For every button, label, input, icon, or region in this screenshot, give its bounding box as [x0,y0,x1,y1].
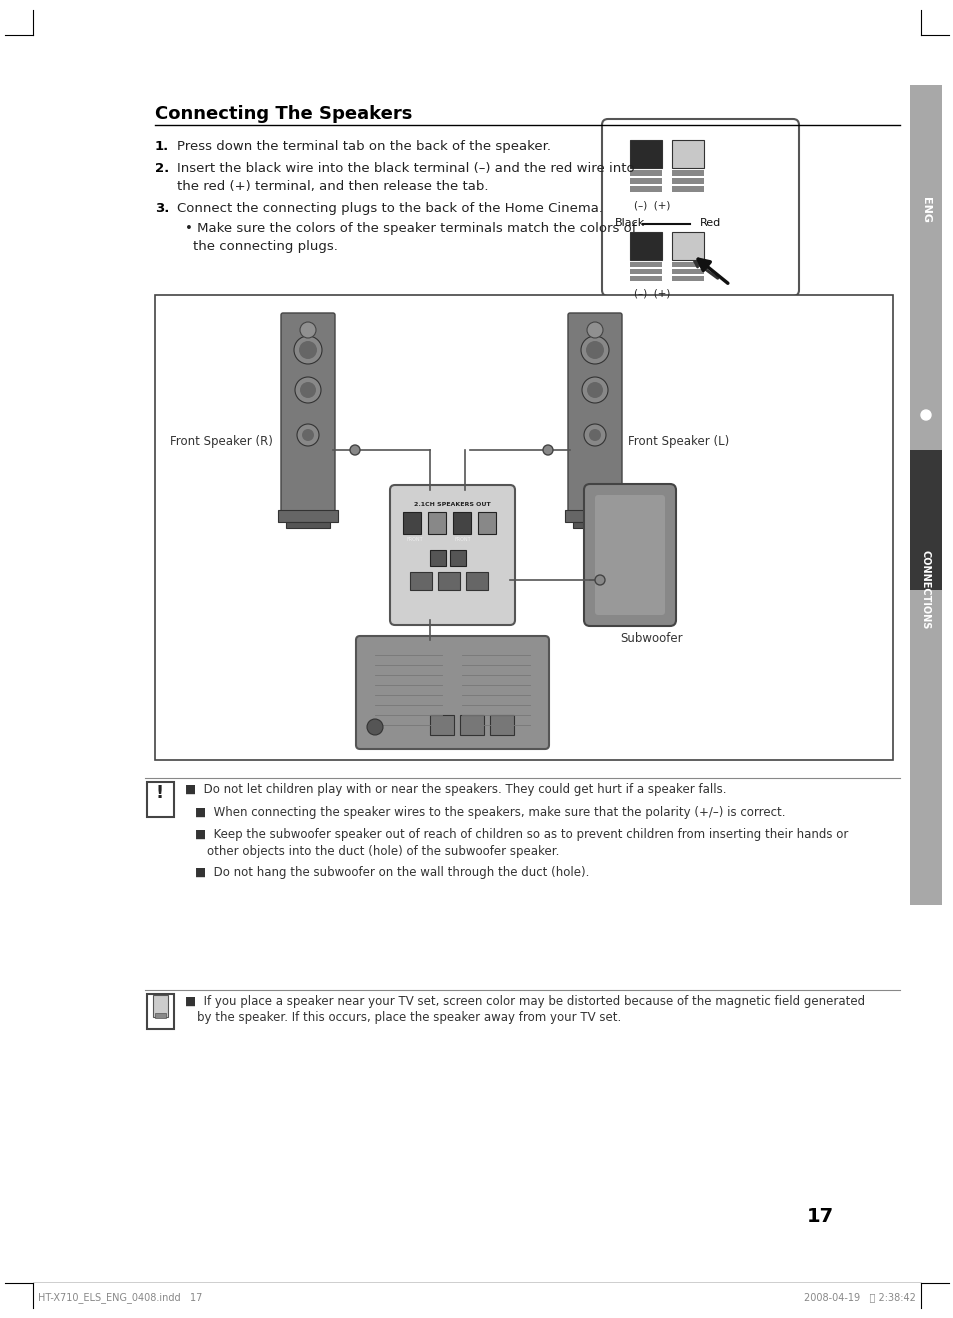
Text: Front Speaker (L): Front Speaker (L) [627,435,728,448]
Bar [459,714,483,735]
Text: ■  Do not hang the subwoofer on the wall through the duct (hole).: ■ Do not hang the subwoofer on the wall … [194,866,589,879]
FancyBboxPatch shape [147,782,173,817]
Bar [573,522,617,529]
Bar [453,511,471,534]
Text: by the speaker. If this occurs, place the speaker away from your TV set.: by the speaker. If this occurs, place th… [196,1011,620,1024]
Circle shape [299,382,315,398]
FancyBboxPatch shape [567,312,621,511]
Text: FRONT: FRONT [407,536,423,542]
Text: (–)  (+): (–) (+) [634,200,670,210]
Text: Press down the terminal tab on the back of the speaker.: Press down the terminal tab on the back … [177,140,551,153]
Circle shape [367,720,382,735]
Bar [671,178,703,185]
Text: (–)  (+): (–) (+) [634,289,670,298]
Bar [629,232,661,260]
Circle shape [920,410,930,420]
Circle shape [580,336,608,364]
FancyBboxPatch shape [595,496,664,616]
Text: ■  Keep the subwoofer speaker out of reach of children so as to prevent children: ■ Keep the subwoofer speaker out of reac… [194,828,847,841]
Text: !: ! [155,784,164,801]
Text: 3.: 3. [154,202,170,215]
Circle shape [581,377,607,403]
Text: Front Speaker (R): Front Speaker (R) [170,435,273,448]
Text: Red: Red [700,217,720,228]
Text: ■  Do not let children play with or near the speakers. They could get hurt if a : ■ Do not let children play with or near … [185,783,726,796]
Bar [286,522,330,529]
Bar [465,572,488,590]
FancyBboxPatch shape [281,312,335,511]
FancyBboxPatch shape [601,119,799,297]
Bar [490,714,514,735]
Bar [671,275,703,281]
Circle shape [302,428,314,442]
Bar [671,269,703,274]
Bar [477,511,496,534]
Bar [909,84,941,905]
Bar [671,186,703,192]
Text: 2.1CH SPEAKERS OUT: 2.1CH SPEAKERS OUT [414,502,490,507]
Bar [154,295,892,760]
Bar [629,170,661,177]
FancyBboxPatch shape [390,485,515,625]
Bar [671,140,703,167]
Circle shape [296,424,318,445]
Bar [671,232,703,260]
Text: ■  When connecting the speaker wires to the speakers, make sure that the polarit: ■ When connecting the speaker wires to t… [194,807,784,818]
Circle shape [586,382,602,398]
Text: • Make sure the colors of the speaker terminals match the colors of: • Make sure the colors of the speaker te… [185,221,636,235]
Text: HT-X710_ELS_ENG_0408.indd   17: HT-X710_ELS_ENG_0408.indd 17 [38,1292,202,1304]
FancyBboxPatch shape [355,637,548,749]
Text: CONNECTIONS: CONNECTIONS [920,551,930,630]
FancyBboxPatch shape [583,484,676,626]
Bar [437,572,459,590]
Bar [671,262,703,268]
Circle shape [583,424,605,445]
Text: Connecting The Speakers: Connecting The Speakers [154,105,412,123]
Text: Subwoofer: Subwoofer [619,633,682,645]
Text: 2.: 2. [154,162,169,175]
Bar [909,449,941,590]
Bar [629,186,661,192]
Circle shape [586,322,602,337]
Bar [564,510,624,522]
Text: Black: Black [615,217,644,228]
FancyBboxPatch shape [147,994,173,1029]
Bar [277,510,337,522]
Circle shape [294,336,322,364]
Circle shape [542,445,553,455]
Text: ENG: ENG [920,196,930,223]
Bar [671,170,703,177]
Bar [629,140,661,167]
Text: other objects into the duct (hole) of the subwoofer speaker.: other objects into the duct (hole) of th… [207,845,558,858]
Circle shape [294,377,320,403]
Bar [152,995,168,1017]
Circle shape [595,575,604,585]
Circle shape [298,341,316,358]
Text: the red (+) terminal, and then release the tab.: the red (+) terminal, and then release t… [177,181,488,192]
Bar [430,714,454,735]
Circle shape [350,445,359,455]
Text: 2008-04-19    2:38:42: 2008-04-19  2:38:42 [803,1292,915,1302]
Bar [428,511,446,534]
Bar [430,550,446,565]
Bar [629,178,661,185]
Bar [629,262,661,268]
Text: Connect the connecting plugs to the back of the Home Cinema.: Connect the connecting plugs to the back… [177,202,602,215]
Circle shape [585,341,603,358]
Circle shape [299,322,315,337]
Bar [450,550,465,565]
Bar [410,572,432,590]
Circle shape [588,428,600,442]
Bar [402,511,420,534]
Bar [154,1014,166,1017]
Text: FRONT: FRONT [455,536,471,542]
Text: 17: 17 [805,1207,833,1226]
Text: ■  If you place a speaker near your TV set, screen color may be distorted becaus: ■ If you place a speaker near your TV se… [185,995,864,1008]
Bar [629,269,661,274]
Text: 1.: 1. [154,140,169,153]
Bar [629,275,661,281]
Text: Insert the black wire into the black terminal (–) and the red wire into: Insert the black wire into the black ter… [177,162,634,175]
Text: the connecting plugs.: the connecting plugs. [193,240,337,253]
